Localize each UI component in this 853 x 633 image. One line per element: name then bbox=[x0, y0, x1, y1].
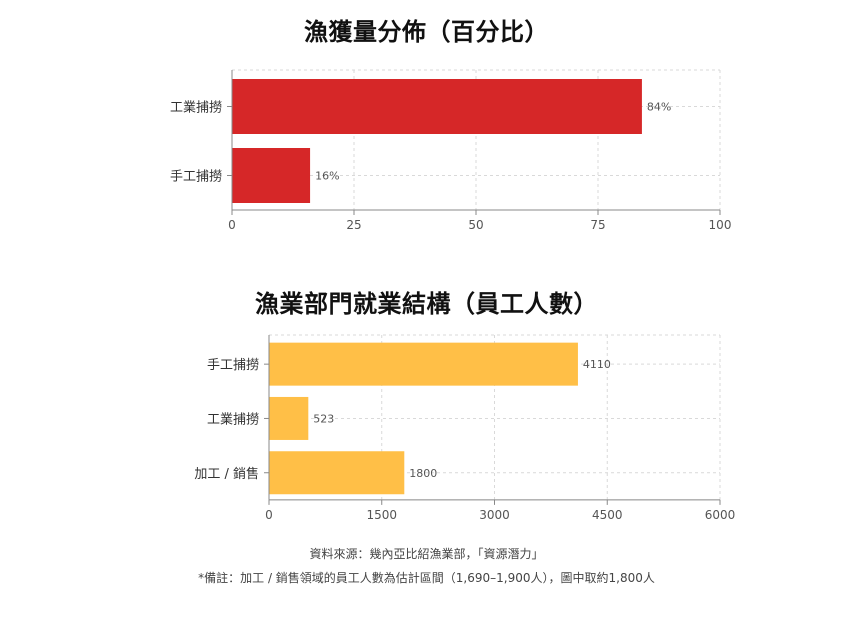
category-label-0: 工業捕撈 bbox=[170, 100, 222, 116]
source-note: 資料來源：幾內亞比紹漁業部，「資源潛力」 bbox=[309, 547, 544, 561]
bar-1 bbox=[269, 396, 309, 440]
x-tick-label-1: 25 bbox=[346, 218, 361, 232]
x-tick-label-2: 3000 bbox=[479, 508, 510, 522]
x-tick-label-1: 1500 bbox=[366, 508, 397, 522]
employment-structure-chart: 4110 手工捕撈 523 工業捕撈 1800 加工 / 銷售 0 1500 3000 4500 6… bbox=[194, 334, 736, 522]
category-label-1: 工業捕撈 bbox=[207, 411, 259, 427]
data-label-0: 4110 bbox=[583, 358, 611, 371]
remark-note: *備註：加工 / 銷售領域的員工人數為估計區間（1,690–1,900人），圖中… bbox=[198, 571, 655, 585]
data-label-2: 1800 bbox=[409, 467, 437, 480]
catch-distribution-chart: 84% 工業捕撈 16% 手工捕撈 0 25 50 75 100 bbox=[170, 69, 732, 232]
data-label-0: 84% bbox=[647, 101, 671, 114]
category-label-2: 加工 / 銷售 bbox=[194, 466, 259, 482]
x-tick-label-0: 0 bbox=[265, 508, 273, 522]
bar-1 bbox=[232, 148, 311, 203]
data-label-1: 523 bbox=[313, 412, 334, 425]
category-label-0: 手工捕撈 bbox=[207, 357, 259, 373]
x-tick-label-3: 75 bbox=[590, 218, 605, 232]
x-tick-label-4: 6000 bbox=[705, 508, 736, 522]
x-tick-label-2: 50 bbox=[468, 218, 483, 232]
bar-0 bbox=[232, 79, 642, 134]
chart-1-title: 漁獲量分佈（百分比） bbox=[304, 18, 549, 46]
bar-2 bbox=[269, 451, 405, 495]
x-tick-label-4: 100 bbox=[709, 218, 732, 232]
chart-2-title: 漁業部門就業結構（員工人數） bbox=[255, 290, 598, 318]
x-tick-label-3: 4500 bbox=[592, 508, 623, 522]
category-label-1: 手工捕撈 bbox=[170, 169, 222, 185]
x-tick-label-0: 0 bbox=[228, 218, 236, 232]
data-label-1: 16% bbox=[315, 170, 339, 183]
bar-0 bbox=[269, 342, 578, 386]
